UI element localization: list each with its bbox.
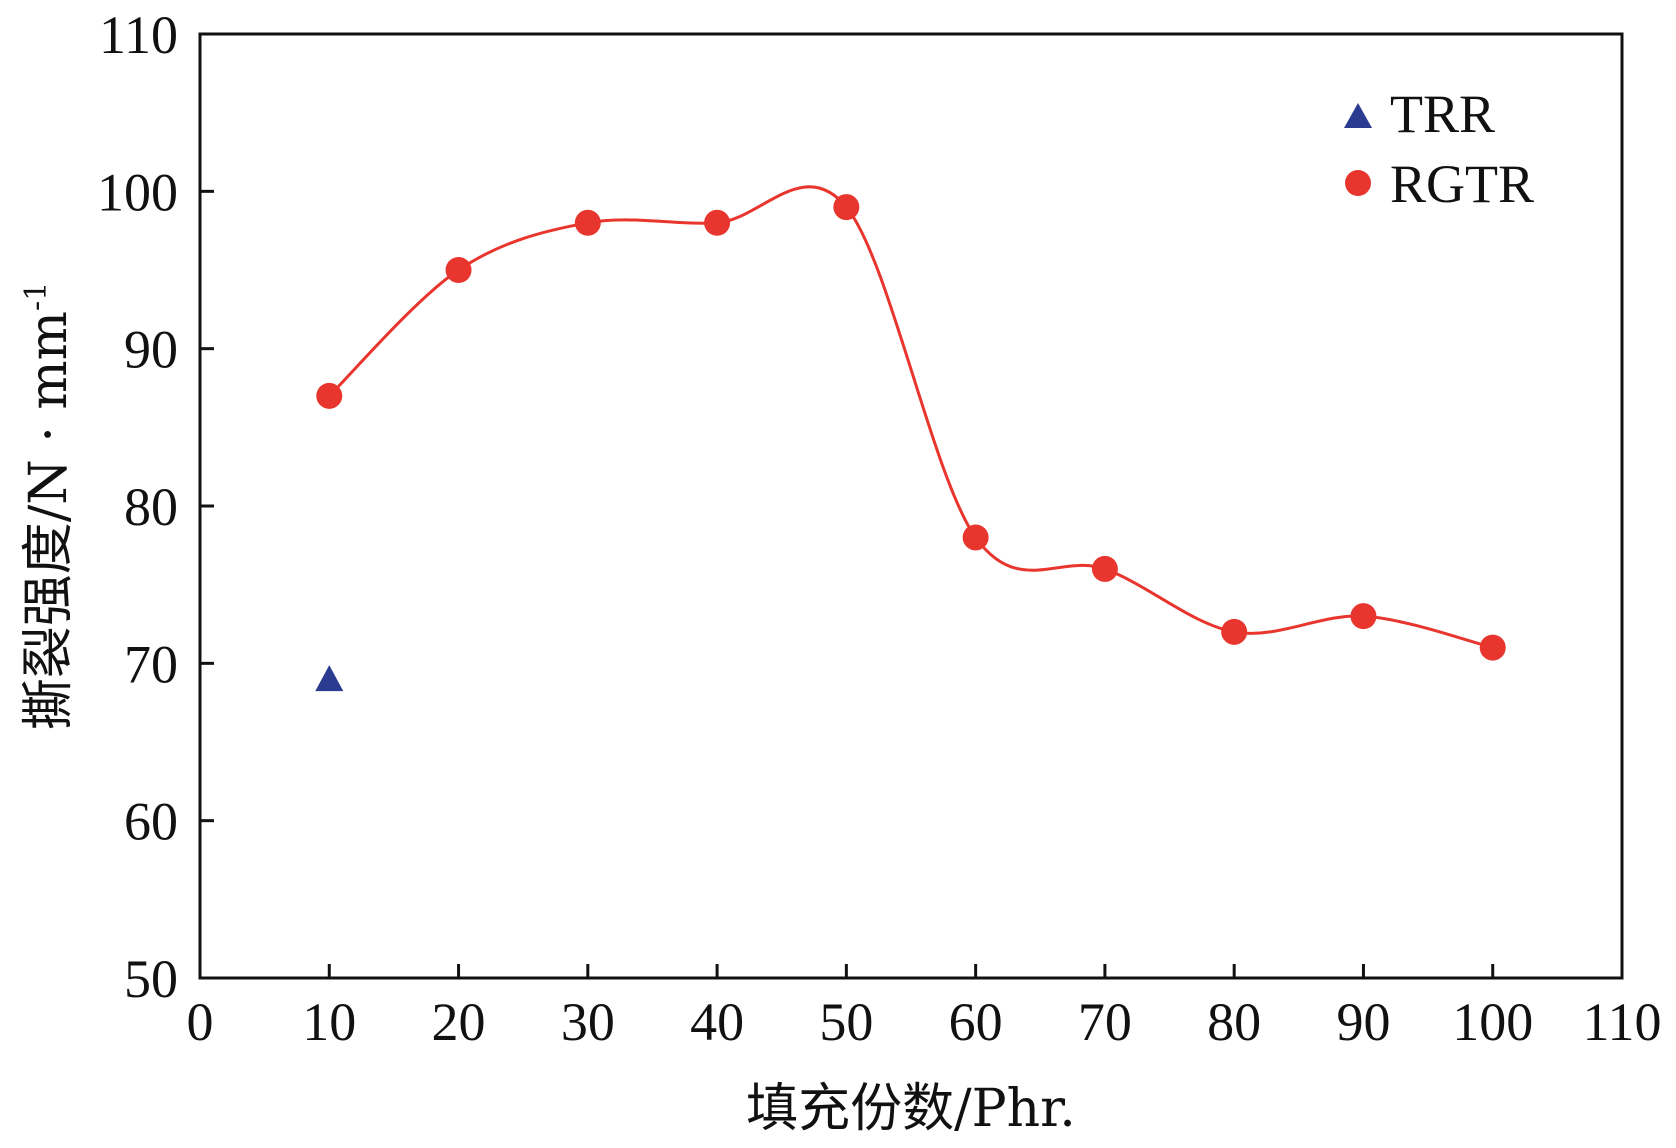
legend-marker-rgtr [1345, 170, 1371, 196]
point-rgtr [962, 524, 989, 551]
series-line-rgtr [328, 185, 1494, 650]
x-axis-ticks: 0 10 20 30 40 50 60 70 80 90 100 110 [187, 964, 1662, 1052]
y-tick-label: 70 [124, 634, 178, 694]
x-tick-label: 90 [1336, 992, 1390, 1052]
legend: TRR RGTR [1344, 84, 1534, 214]
x-tick-label: 40 [690, 992, 744, 1052]
x-tick-label: 70 [1078, 992, 1132, 1052]
y-axis-title-group: 撕裂强度/N · mm-1 [19, 282, 79, 730]
point-rgtr [833, 194, 860, 221]
y-axis-ticks: 50 60 70 80 90 100 110 [97, 5, 214, 1009]
y-tick-label: 90 [124, 320, 178, 380]
legend-marker-trr [1344, 103, 1372, 128]
point-rgtr [445, 257, 472, 283]
y-tick-label: 110 [99, 5, 178, 65]
point-rgtr [316, 382, 343, 409]
y-axis-title: 撕裂强度/N · mm-1 [19, 282, 79, 730]
x-tick-label: 60 [949, 992, 1003, 1052]
x-tick-label: 10 [302, 992, 356, 1052]
legend-label-rgtr: RGTR [1390, 154, 1534, 214]
point-rgtr [1221, 618, 1248, 645]
x-tick-label: 50 [819, 992, 873, 1052]
legend-label-trr: TRR [1390, 84, 1495, 144]
x-tick-label: 20 [432, 992, 486, 1052]
series-layer [315, 185, 1506, 692]
point-trr [315, 665, 344, 692]
x-tick-label: 0 [187, 992, 214, 1052]
y-tick-label: 80 [124, 477, 178, 537]
y-tick-label: 60 [124, 792, 178, 852]
x-axis-title: 填充份数/Phr. [746, 1079, 1076, 1139]
y-tick-label: 50 [124, 949, 178, 1009]
point-rgtr [574, 209, 601, 236]
x-tick-label: 80 [1207, 992, 1261, 1052]
x-tick-label: 30 [561, 992, 615, 1052]
y-axis-title-superscript: -1 [19, 282, 54, 311]
x-tick-label: 100 [1452, 992, 1533, 1052]
y-tick-label: 100 [97, 162, 178, 222]
point-rgtr [1479, 634, 1506, 661]
point-rgtr [1091, 555, 1118, 582]
x-tick-label: 110 [1583, 992, 1662, 1052]
point-rgtr [1350, 603, 1377, 630]
y-axis-title-main: 撕裂强度/N · mm [19, 311, 79, 730]
point-rgtr [704, 209, 731, 236]
